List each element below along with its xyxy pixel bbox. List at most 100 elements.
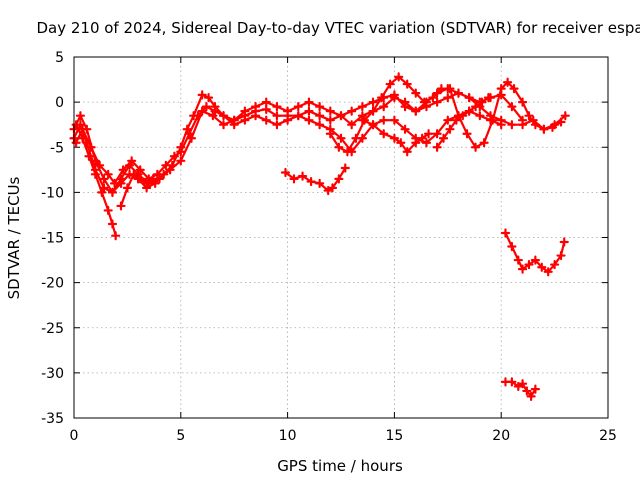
data-point — [402, 79, 412, 89]
data-point — [443, 93, 453, 103]
data-point — [421, 138, 432, 148]
data-point — [229, 120, 239, 130]
data-point — [161, 160, 171, 170]
data-point — [122, 183, 132, 193]
data-point — [109, 178, 120, 188]
y-tick-label: 0 — [55, 95, 64, 111]
data-point — [530, 255, 540, 265]
data-point — [458, 111, 468, 121]
data-point — [129, 169, 139, 179]
series-arc-7 — [71, 120, 121, 241]
y-tick-label: 5 — [55, 50, 64, 66]
data-point — [389, 133, 399, 143]
data-point — [428, 93, 438, 103]
data-point — [176, 147, 186, 157]
data-point — [470, 142, 481, 152]
data-point — [95, 160, 105, 170]
data-point — [116, 201, 126, 211]
data-point — [272, 111, 282, 121]
data-point — [470, 102, 481, 112]
data-point — [400, 124, 410, 134]
data-point — [376, 93, 387, 103]
series-arc-10 — [500, 228, 569, 277]
data-point — [483, 93, 493, 103]
data-point — [297, 171, 308, 181]
y-tick-label: -25 — [41, 321, 64, 337]
y-tick-label: -30 — [41, 366, 64, 382]
data-point — [240, 115, 250, 125]
data-point — [411, 106, 421, 116]
data-point — [325, 129, 335, 139]
data-point — [517, 379, 528, 389]
data-point — [240, 106, 250, 116]
data-point — [304, 97, 314, 107]
data-point — [496, 120, 506, 130]
data-point — [445, 124, 455, 134]
data-point — [543, 267, 553, 277]
data-point — [526, 391, 536, 401]
series-arc-4 — [325, 72, 566, 157]
data-point — [304, 106, 314, 116]
y-axis-label: SDTVAR / TECUs — [5, 176, 23, 299]
data-point — [84, 151, 94, 161]
data-point — [537, 262, 547, 272]
data-point — [99, 174, 109, 184]
data-point — [210, 106, 220, 116]
data-point — [438, 133, 449, 143]
data-point — [315, 102, 325, 112]
data-point — [417, 133, 427, 143]
data-point — [77, 133, 88, 143]
data-point — [464, 93, 474, 103]
data-point — [500, 228, 511, 238]
data-point — [379, 115, 389, 125]
data-point — [135, 174, 145, 184]
data-point — [315, 111, 325, 121]
x-tick-label: 0 — [70, 428, 79, 444]
x-tick-label: 10 — [279, 428, 297, 444]
data-point — [77, 124, 88, 134]
data-point — [283, 115, 293, 125]
data-point — [357, 115, 367, 125]
data-point — [479, 138, 489, 148]
data-point — [368, 120, 378, 130]
data-point — [336, 111, 346, 121]
data-point — [400, 97, 410, 107]
data-point — [169, 151, 179, 161]
data-point — [75, 111, 86, 121]
data-point — [451, 115, 461, 125]
data-point — [103, 205, 113, 216]
data-point — [165, 165, 175, 175]
data-point — [293, 111, 303, 121]
data-point — [524, 111, 534, 121]
data-point — [513, 255, 523, 265]
data-point — [432, 129, 442, 139]
data-point — [176, 156, 186, 166]
data-point — [556, 117, 566, 127]
data-point — [283, 106, 293, 116]
data-point — [496, 83, 506, 94]
chart-title: Day 210 of 2024, Sidereal Day-to-day VTE… — [36, 19, 640, 37]
series-arc-5 — [357, 115, 434, 157]
data-point — [411, 88, 421, 98]
x-axis-label: GPS time / hours — [277, 457, 403, 475]
data-point — [507, 377, 517, 387]
y-tick-label: -15 — [41, 231, 64, 247]
data-point — [385, 79, 395, 89]
data-point — [453, 88, 464, 98]
data-point — [342, 147, 353, 157]
data-point — [272, 120, 282, 130]
data-point — [507, 102, 517, 112]
data-point — [507, 241, 517, 252]
data-point — [250, 111, 261, 121]
data-point — [411, 138, 421, 148]
data-point — [272, 102, 282, 112]
series-group — [69, 72, 570, 401]
data-point — [103, 169, 113, 179]
data-point — [201, 102, 212, 112]
data-point — [148, 174, 158, 184]
y-axis-ticks: 5 0 -5 -10 -15 -20 -25 -30 -35 — [41, 50, 608, 427]
series-arc-6 — [432, 93, 493, 152]
data-point — [503, 77, 513, 87]
data-point — [193, 111, 203, 121]
